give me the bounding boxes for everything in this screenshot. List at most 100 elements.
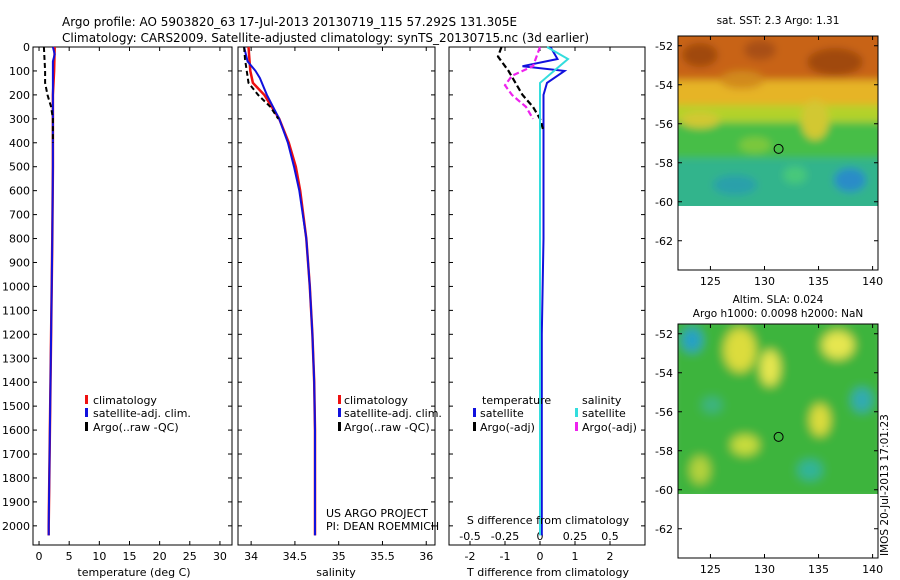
x-tick-label: 10 (92, 550, 106, 563)
x-tick-label: 15 (122, 550, 136, 563)
x-tick-label: 25 (183, 550, 197, 563)
salinity-panel: 34 34.5 35 35.5 36 salinity climatology sate… (237, 46, 442, 579)
sst-map-frame (677, 35, 879, 271)
x-tick-label: -2 (465, 550, 476, 563)
x-tick-label: 20 (153, 550, 167, 563)
sla-float-marker (773, 431, 784, 442)
depth-tick-label: 1200 (2, 328, 30, 341)
salinity-legend: climatology satellite-adj. clim. Argo(..… (338, 394, 442, 434)
x-tick-label: 0 (537, 550, 544, 563)
imos-stamp: IMOS 20-Jul-2013 17:01:23 (879, 414, 891, 556)
depth-tick-label: 1500 (2, 400, 30, 413)
x-tick-label: 0 (36, 550, 43, 563)
map-y-tick-label: -62 (655, 235, 673, 248)
salinity-xlabel: salinity (316, 566, 356, 579)
map-y-tick-label: -62 (655, 523, 673, 536)
x-tick-label: 34 (244, 550, 258, 563)
diff-legend-swatch-t-argo (473, 422, 476, 431)
diff-legend-label-t-satellite: satellite (480, 407, 524, 420)
salinity-axes-frame (237, 46, 436, 546)
sst-heatmap (678, 36, 878, 206)
temperature-legend: climatology satellite-adj. clim. Argo(..… (85, 394, 191, 434)
salinity-x-ticks: 34 34.5 35 35.5 36 (244, 47, 433, 563)
x-tick-label: 5 (66, 550, 73, 563)
s-tick-label: -0.25 (491, 530, 519, 543)
legend-swatch-satellite (85, 408, 88, 417)
depth-tick-label: 700 (9, 209, 30, 222)
temperature-x-ticks: 0 5 10 15 20 25 30 (36, 47, 227, 563)
sal-legend-swatch-satellite (338, 408, 341, 417)
depth-tick-label: 500 (9, 161, 30, 174)
series-line-satellite-adj-clim- (243, 46, 316, 536)
sla-map-panel: Altim. SLA: 0.024 Argo h1000: 0.0098 h20… (655, 294, 883, 576)
depth-tick-label: 900 (9, 256, 30, 269)
temperature-series (42, 46, 56, 536)
depth-tick-label: 2000 (2, 520, 30, 533)
map-x-tick-label: 130 (754, 563, 775, 576)
map-x-tick-label: 140 (862, 275, 883, 288)
x-tick-label: 36 (419, 550, 433, 563)
temperature-panel: 0100200300400500600700800900100011001200… (2, 41, 233, 579)
s-tick-label: 0.25 (563, 530, 588, 543)
diff-legend-label-s-argo: Argo(-adj) (582, 421, 637, 434)
credit-pi: PI: DEAN ROEMMICH (326, 520, 439, 533)
depth-tick-label: 200 (9, 89, 30, 102)
x-tick-label: 30 (213, 550, 227, 563)
difference-series (496, 46, 570, 536)
map-x-tick-label: 135 (808, 275, 829, 288)
sla-map-subtitle: Argo h1000: 0.0098 h2000: NaN (693, 308, 863, 320)
depth-tick-label: 300 (9, 113, 30, 126)
map-y-tick-label: -56 (655, 118, 673, 131)
map-x-tick-label: 125 (700, 275, 721, 288)
x-tick-label: 34.5 (283, 550, 308, 563)
depth-tick-label: 1600 (2, 424, 30, 437)
difference-xlabel: T difference from climatology (466, 566, 629, 579)
title-line-2: Climatology: CARS2009. Satellite-adjuste… (62, 31, 589, 45)
diff-legend-swatch-s-argo (575, 422, 578, 431)
legend-swatch-climatology (85, 395, 88, 404)
legend-group-salinity: salinity (582, 394, 622, 407)
depth-tick-label: 1100 (2, 304, 30, 317)
x-tick-label: 35 (332, 550, 346, 563)
map-y-tick-label: -54 (655, 79, 673, 92)
series-line-s-argo-adj- (503, 46, 542, 120)
depth-tick-label: 1700 (2, 448, 30, 461)
map-y-tick-label: -58 (655, 157, 673, 170)
temperature-xlabel: temperature (deg C) (77, 566, 190, 579)
temperature-axes-frame (32, 46, 233, 546)
depth-tick-label: 1900 (2, 496, 30, 509)
difference-panel: -2 -1 0 1 2 -0.5 -0.25 0 0.25 0.5 T difference fr… (448, 46, 646, 579)
sal-legend-label-argo: Argo(..raw -QC) (344, 421, 430, 434)
series-line-t-argo-adj- (496, 46, 545, 132)
s-tick-label: -0.5 (459, 530, 480, 543)
legend-label-satellite: satellite-adj. clim. (93, 407, 191, 420)
legend-swatch-argo (85, 422, 88, 431)
sla-map-frame (677, 323, 879, 559)
credit-project: US ARGO PROJECT (326, 507, 428, 520)
sst-map-ticks: 125 130 135 140 -52 -54 -56 -58 -60 -62 (655, 36, 883, 288)
depth-tick-label: 600 (9, 185, 30, 198)
sla-map-title: Altim. SLA: 0.024 (733, 294, 824, 306)
sal-legend-label-climatology: climatology (344, 394, 408, 407)
diff-legend-label-t-argo: Argo(-adj) (480, 421, 535, 434)
series-line-climatology (247, 46, 317, 536)
map-x-tick-label: 130 (754, 275, 775, 288)
difference-axes-frame (448, 46, 646, 546)
map-y-tick-label: -52 (655, 328, 673, 341)
sla-heatmap (678, 324, 878, 494)
difference-legend: temperature salinity satellite Argo(-adj… (473, 394, 637, 434)
map-y-tick-label: -60 (655, 196, 673, 209)
series-line-s-satellite (539, 46, 570, 536)
depth-tick-label: 1800 (2, 472, 30, 485)
salinity-series (243, 46, 317, 536)
legend-label-argo: Argo(..raw -QC) (93, 421, 179, 434)
temperature-depth-ticks: 0 100 200 300 400 500 600 700 800 900 1000 1100 1200… (2, 41, 232, 533)
difference-depth-ticks (449, 46, 645, 527)
series-line-argo-raw-qc- (243, 46, 280, 120)
difference-xlabel-top: S difference from climatology (467, 514, 630, 527)
series-line-t-satellite (522, 46, 568, 536)
sal-legend-label-satellite: satellite-adj. clim. (344, 407, 442, 420)
x-tick-label: 2 (607, 550, 614, 563)
sla-map-ticks: 125 130 135 140 -52 -54 -56 -58 -60 -62 (655, 324, 883, 576)
